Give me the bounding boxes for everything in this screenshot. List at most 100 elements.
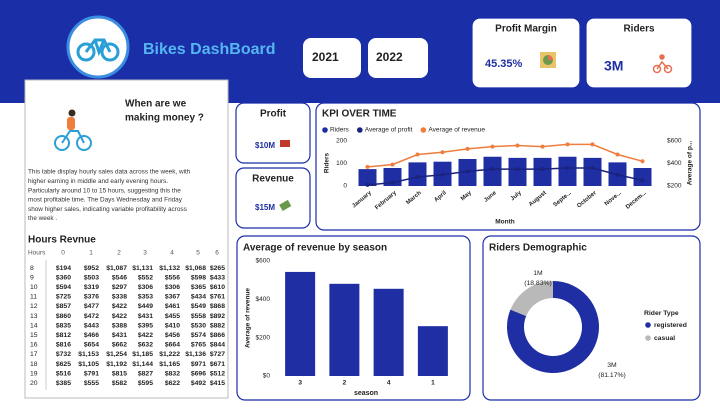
table-cell: $816 xyxy=(56,342,71,349)
table-cell: $1,192 xyxy=(106,361,127,368)
table-cell: $431 xyxy=(112,332,127,339)
legend-marker xyxy=(645,322,651,328)
line-point xyxy=(365,164,370,169)
table-cell: $1,087 xyxy=(106,265,127,272)
legend-title: Rider Type xyxy=(644,310,679,317)
table-cell: $971 xyxy=(191,361,206,368)
bar xyxy=(508,157,527,186)
table-cell: $595 xyxy=(138,380,153,387)
card-title: Profit xyxy=(260,109,287,120)
chart-title: Riders Demographic xyxy=(489,243,587,254)
slice-value-label: (18.83%) xyxy=(524,280,552,287)
table-header: 0 xyxy=(61,250,65,257)
table-header: 2 xyxy=(117,250,121,257)
line-point xyxy=(465,169,470,174)
card-value: 45.35% xyxy=(485,58,523,70)
table-cell: $297 xyxy=(112,284,127,291)
table-cell: $732 xyxy=(56,351,71,358)
legend-label: casual xyxy=(654,335,675,342)
x-tick-label: 4 xyxy=(387,380,391,387)
insight-text: show higher sales, indicating variable p… xyxy=(28,206,187,213)
year-label[interactable]: 2021 xyxy=(312,50,339,64)
y2-axis-label: Average of p... xyxy=(687,141,694,186)
x-axis-label: season xyxy=(354,390,378,397)
chart-card xyxy=(315,102,701,231)
table-cell: $388 xyxy=(112,322,127,329)
table-cell: $455 xyxy=(165,313,180,320)
table-cell: $530 xyxy=(191,322,206,329)
line-point xyxy=(415,152,420,157)
slice-count-label: 3M xyxy=(607,362,617,369)
y-tick-label: 200 xyxy=(336,138,347,145)
table-cell: $574 xyxy=(191,332,206,339)
table-cell: $622 xyxy=(165,380,180,387)
insight-title: making money ? xyxy=(125,113,204,124)
bar xyxy=(285,271,316,376)
table-cell: $725 xyxy=(56,294,71,301)
profit-icon xyxy=(280,140,290,147)
table-cell: $443 xyxy=(84,322,99,329)
table-cell: 16 xyxy=(30,342,38,349)
y-tick-label: $600 xyxy=(256,258,271,265)
line-point xyxy=(365,182,370,187)
year-button[interactable] xyxy=(368,38,428,78)
legend-marker xyxy=(420,127,427,133)
line-point xyxy=(490,144,495,149)
card-value: $10M xyxy=(255,141,275,150)
table-cell: $376 xyxy=(84,294,99,301)
bar xyxy=(358,169,377,186)
bar xyxy=(558,156,577,186)
margin-icon xyxy=(540,52,556,68)
line-point xyxy=(615,172,620,177)
table-cell: $265 xyxy=(210,265,225,272)
year-label[interactable]: 2022 xyxy=(376,50,403,64)
bar xyxy=(373,288,404,376)
table-cell: $761 xyxy=(210,294,225,301)
insight-text: Particularly around 10 to 15 hours, sugg… xyxy=(28,187,181,194)
table-cell: $632 xyxy=(138,342,153,349)
table-cell: $395 xyxy=(138,322,153,329)
table-cell: 18 xyxy=(30,361,38,368)
year-button[interactable] xyxy=(303,38,361,78)
slice-value-label: (81.17%) xyxy=(598,372,626,379)
table-cell: $866 xyxy=(210,332,225,339)
table-cell: 13 xyxy=(30,313,38,320)
table-cell: $662 xyxy=(112,342,127,349)
table-cell: $306 xyxy=(165,284,180,291)
x-tick-label: 2 xyxy=(343,380,347,387)
table-cell: $552 xyxy=(138,274,153,281)
line-point xyxy=(565,166,570,170)
table-cell: 20 xyxy=(30,380,38,387)
logo-bike xyxy=(76,38,120,62)
table-cell: $857 xyxy=(56,303,71,310)
table-cell: $194 xyxy=(56,265,71,272)
table-cell: 11 xyxy=(30,294,37,301)
line-point xyxy=(515,143,520,148)
y-tick-label: $0 xyxy=(263,373,271,380)
card-title: Revenue xyxy=(252,174,294,185)
line-point xyxy=(565,142,570,147)
legend-label: Riders xyxy=(330,127,350,134)
bar xyxy=(533,157,552,186)
insight-text: most profitable time. The Days Wednesday… xyxy=(28,197,183,204)
y2-tick-label: $400 xyxy=(667,160,682,167)
table-cell: $422 xyxy=(112,303,127,310)
table-cell: $671 xyxy=(210,361,225,368)
kpi-card xyxy=(471,17,581,89)
table-cell: $791 xyxy=(84,370,99,377)
table-cell: $353 xyxy=(138,294,153,301)
table-cell: $516 xyxy=(56,370,71,377)
table-cell: $434 xyxy=(191,294,206,301)
table-cell: $1,153 xyxy=(78,351,99,358)
table-cell: 15 xyxy=(30,332,38,339)
revenue-icon xyxy=(279,199,292,211)
chart-title: Average of revenue by season xyxy=(243,243,387,254)
x-tick-label: 3 xyxy=(298,380,302,387)
table-cell: 9 xyxy=(30,274,34,281)
bar xyxy=(417,326,448,376)
y-tick-label: $200 xyxy=(256,334,271,341)
table-cell: $461 xyxy=(165,303,180,310)
table-cell: $456 xyxy=(165,332,180,339)
line-point xyxy=(465,146,470,151)
line-point xyxy=(390,162,395,167)
